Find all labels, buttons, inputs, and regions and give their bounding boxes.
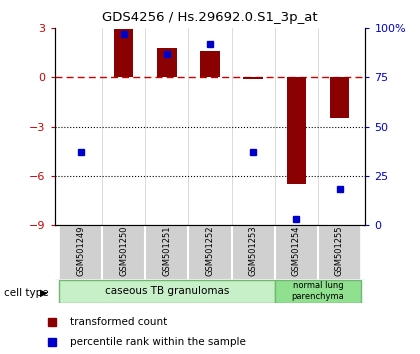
Text: GSM501251: GSM501251 [163, 226, 171, 276]
Text: GSM501253: GSM501253 [249, 226, 257, 276]
Text: transformed count: transformed count [70, 318, 167, 327]
Bar [59, 225, 102, 280]
Bar [318, 225, 361, 280]
Title: GDS4256 / Hs.29692.0.S1_3p_at: GDS4256 / Hs.29692.0.S1_3p_at [102, 11, 318, 24]
Bar [157, 48, 176, 78]
Bar [200, 51, 220, 78]
Text: GSM501252: GSM501252 [205, 226, 215, 276]
Bar [102, 225, 145, 280]
Bar [189, 225, 231, 280]
Text: normal lung
parenchyma: normal lung parenchyma [291, 281, 344, 301]
Bar [275, 225, 318, 280]
Text: GSM501250: GSM501250 [119, 226, 128, 276]
Bar [59, 280, 275, 303]
Text: caseous TB granulomas: caseous TB granulomas [105, 286, 229, 296]
Bar [114, 29, 134, 78]
Bar [275, 280, 361, 303]
Text: percentile rank within the sample: percentile rank within the sample [70, 337, 246, 347]
Text: GSM501249: GSM501249 [76, 226, 85, 276]
Bar [145, 225, 189, 280]
Text: cell type: cell type [4, 288, 49, 298]
Text: GSM501255: GSM501255 [335, 226, 344, 276]
Text: GSM501254: GSM501254 [292, 226, 301, 276]
Text: ▶: ▶ [40, 288, 48, 298]
Bar [330, 78, 349, 118]
Bar [286, 78, 306, 184]
Bar [244, 78, 263, 79]
Bar [231, 225, 275, 280]
